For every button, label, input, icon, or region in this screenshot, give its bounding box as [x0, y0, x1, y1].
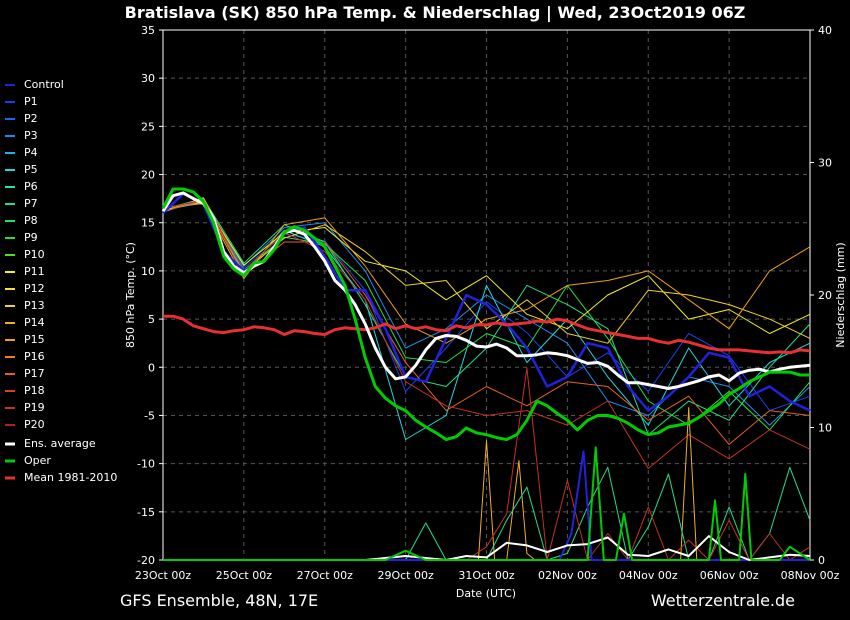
- y2-tick-label: 10: [818, 422, 832, 435]
- legend-label: P10: [24, 248, 45, 261]
- legend-label: P14: [24, 316, 45, 329]
- legend-label: P9: [24, 231, 38, 244]
- y2-tick-label: 40: [818, 24, 832, 37]
- legend-label: P17: [24, 367, 45, 380]
- series-oper-precipitation: [163, 446, 811, 561]
- y-tick-label: -5: [144, 409, 155, 422]
- legend-label: P20: [24, 418, 45, 431]
- legend-label: P13: [24, 299, 45, 312]
- legend-label: Oper: [24, 454, 51, 467]
- x-tick-label: 27Oct 00z: [297, 569, 354, 582]
- x-tick-label: 08Nov 00z: [781, 569, 840, 582]
- legend-label: P3: [24, 129, 38, 142]
- y-tick-label: -20: [137, 554, 155, 567]
- legend-label: Control: [24, 78, 64, 91]
- legend-label: P16: [24, 350, 45, 363]
- footer-source: Wetterzentrale.de: [651, 591, 795, 610]
- y-tick-label: -10: [137, 458, 155, 471]
- y2-tick-label: 0: [818, 554, 825, 567]
- legend-label: P8: [24, 214, 38, 227]
- series-p5: [162, 202, 811, 440]
- legend-label: P1: [24, 95, 38, 108]
- chart-title: Bratislava (SK) 850 hPa Temp. & Niedersc…: [125, 3, 746, 23]
- y2-tick-label: 30: [818, 157, 832, 170]
- legend-label: Mean 1981-2010: [24, 471, 117, 484]
- series-p15: [162, 203, 811, 344]
- legend-label: P15: [24, 333, 45, 346]
- y-tick-label: 30: [141, 72, 155, 85]
- legend: Control P1 P2 P3 P4 P5 P6 P7 P8 P9 P10 P11 P12 P13 P14…: [5, 78, 117, 484]
- y2-tick-label: 20: [818, 289, 832, 302]
- y-tick-label: 5: [148, 313, 155, 326]
- x-tick-label: 31Oct 00z: [458, 569, 515, 582]
- legend-label: Ens. average: [24, 437, 96, 450]
- x-tick-label: 04Nov 00z: [619, 569, 678, 582]
- legend-label: P12: [24, 282, 45, 295]
- legend-label: P5: [24, 163, 38, 176]
- y-tick-label: 10: [141, 265, 155, 278]
- x-tick-label: 23Oct 00z: [135, 569, 192, 582]
- series-p19: [162, 199, 811, 469]
- series-mean-1981-2010: [163, 314, 811, 355]
- legend-label: P7: [24, 197, 38, 210]
- footer-model-info: GFS Ensemble, 48N, 17E: [120, 591, 318, 610]
- y-tick-label: 0: [148, 361, 155, 374]
- legend-label: P4: [24, 146, 38, 159]
- y-tick-label: 35: [141, 24, 155, 37]
- x-axis-label: Date (UTC): [456, 587, 516, 600]
- tick-labels: 23Oct 00z 25Oct 00z 27Oct 00z 29Oct 00z 31Oc…: [135, 24, 840, 582]
- legend-label: P6: [24, 180, 38, 193]
- x-tick-label: 29Oct 00z: [377, 569, 434, 582]
- legend-label: P18: [24, 384, 45, 397]
- y-tick-label: 20: [141, 169, 155, 182]
- y-tick-label: -15: [137, 506, 155, 519]
- y-tick-label: 15: [141, 217, 155, 230]
- y-tick-label: 25: [141, 120, 155, 133]
- legend-label: P11: [24, 265, 45, 278]
- x-tick-label: 02Nov 00z: [538, 569, 597, 582]
- legend-label: P2: [24, 112, 38, 125]
- y-axis-label: 850 hPa Temp. (°C): [124, 242, 137, 348]
- series-oper: [161, 187, 810, 441]
- x-tick-label: 06Nov 00z: [700, 569, 759, 582]
- x-tick-label: 25Oct 00z: [216, 569, 273, 582]
- y2-axis-label: Niederschlag (mm): [834, 242, 847, 347]
- legend-label: P19: [24, 401, 45, 414]
- series-layer: [161, 187, 811, 561]
